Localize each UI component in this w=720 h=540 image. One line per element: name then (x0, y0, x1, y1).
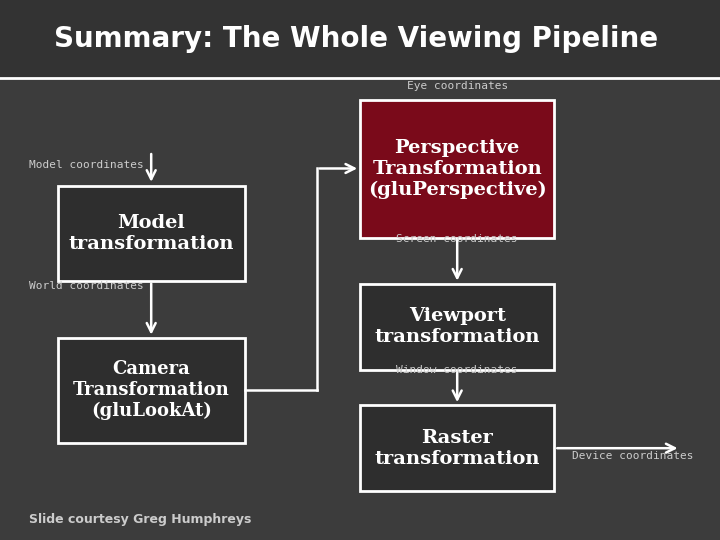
Bar (58, 186, 245, 281)
Bar (360, 405, 554, 491)
Text: Camera
Transformation
(gluLookAt): Camera Transformation (gluLookAt) (73, 360, 230, 420)
Text: Screen coordinates: Screen coordinates (397, 234, 518, 244)
Text: Viewport
transformation: Viewport transformation (374, 307, 540, 346)
Text: Summary: The Whole Viewing Pipeline: Summary: The Whole Viewing Pipeline (54, 25, 658, 53)
Bar (0, 0, 720, 78)
Bar (360, 284, 554, 370)
Text: World coordinates: World coordinates (29, 280, 143, 291)
Text: Model coordinates: Model coordinates (29, 160, 143, 170)
Text: Raster
transformation: Raster transformation (374, 429, 540, 468)
Bar (58, 338, 245, 443)
Text: Device coordinates: Device coordinates (572, 451, 694, 461)
Text: Slide courtesy Greg Humphreys: Slide courtesy Greg Humphreys (29, 514, 251, 526)
Text: Window coordinates: Window coordinates (397, 365, 518, 375)
Bar (360, 100, 554, 238)
Text: Eye coordinates: Eye coordinates (407, 80, 508, 91)
Text: Perspective
Transformation
(gluPerspective): Perspective Transformation (gluPerspecti… (368, 139, 546, 199)
Text: Model
transformation: Model transformation (68, 214, 234, 253)
